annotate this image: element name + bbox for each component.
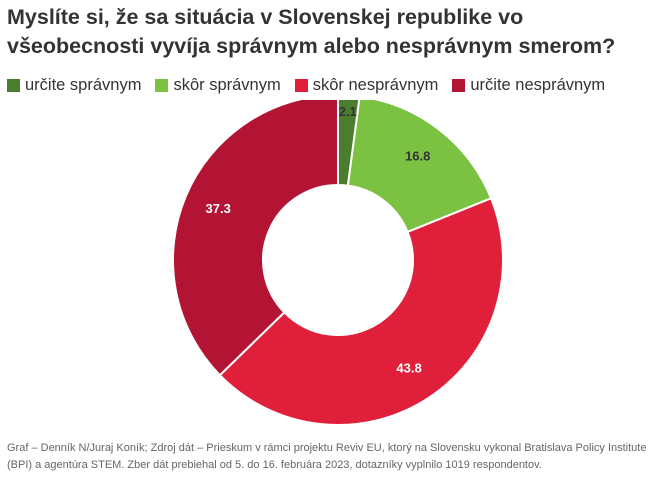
donut-slices — [172, 100, 504, 426]
legend-swatch — [452, 79, 466, 92]
donut-slice — [346, 100, 493, 234]
donut-chart: 2.1 16.8 43.8 37.3 — [172, 100, 504, 426]
slice-value-label: 16.8 — [405, 149, 430, 164]
slice-value-label: 43.8 — [396, 360, 421, 375]
source-note: Graf – Denník N/Juraj Koník; Zdroj dát –… — [7, 442, 647, 471]
donut-labels: 2.1 16.8 43.8 37.3 — [206, 104, 431, 376]
donut-slice — [218, 196, 504, 426]
legend-item: určite správnym — [7, 76, 141, 95]
chart-title: Myslíte si, že sa situácia v Slovenskej … — [7, 5, 616, 58]
legend-label: určite správnym — [25, 76, 142, 94]
legend-label: určite nesprávnym — [470, 76, 606, 94]
slice-value-label: 2.1 — [339, 104, 357, 119]
slice-value-label: 37.3 — [206, 201, 231, 216]
legend-item: skôr správnym — [155, 76, 281, 95]
legend-label: skôr správnym — [173, 76, 281, 94]
legend-swatch — [155, 79, 169, 92]
legend: určite správnym skôr správnym skôr nespráv… — [7, 76, 619, 95]
legend-item: skôr nesprávnym — [294, 76, 439, 95]
donut-slice — [172, 100, 339, 377]
legend-swatch — [294, 79, 308, 92]
legend-item: určite nesprávnym — [452, 76, 605, 95]
legend-swatch — [7, 79, 20, 92]
legend-label: skôr nesprávnym — [312, 76, 439, 94]
